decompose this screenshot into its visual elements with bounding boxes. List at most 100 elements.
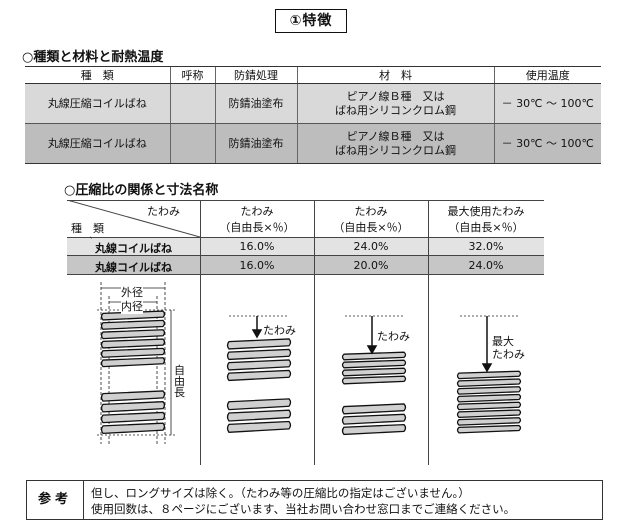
header-treatment: 防錆処理 <box>214 66 297 84</box>
cell-type: 丸線圧縮コイルばね <box>25 123 170 164</box>
table-row: 丸線圧縮コイルばね 防錆油塗布 ピアノ線Ｂ種 又は ばね用シリコンクロム鋼 － … <box>25 83 601 124</box>
coil-turn <box>100 401 166 413</box>
divider <box>67 274 544 275</box>
col-header-1-line2: （自由長×％） <box>219 221 295 234</box>
coil-turn <box>456 409 522 418</box>
col-header-2-line1: たわみ <box>354 205 388 218</box>
coil-turn <box>456 370 522 380</box>
coil-turn <box>456 393 522 403</box>
free-length-label: 自由長 <box>174 364 185 399</box>
section-title-compression: ○圧縮比の関係と寸法名称 <box>64 183 219 198</box>
row-1-value-2: 24.0% <box>353 240 389 253</box>
coil-turn <box>341 375 407 385</box>
compression-row-1-bg <box>67 237 544 255</box>
spring-max-deflection <box>456 370 522 434</box>
coil-turn <box>226 338 292 350</box>
col-header-1-line1: たわみ <box>240 205 274 218</box>
header-name: 呼称 <box>169 66 215 84</box>
header-type: 種 類 <box>25 66 170 84</box>
coil-turn <box>341 413 407 425</box>
coil-turn <box>226 420 292 433</box>
material-line-2: ばね用シリコンクロム鋼 <box>335 143 456 157</box>
coil-turn <box>100 319 166 330</box>
col-header-1: たわみ （自由長×％） <box>200 203 314 235</box>
compression-row-2-bg <box>67 256 544 274</box>
header-temp: 使用温度 <box>493 66 601 84</box>
types-table: 種 類 呼称 防錆処理 材 料 使用温度 丸線圧縮コイルばね 防錆油塗布 ピアノ… <box>25 66 601 164</box>
coil-turn <box>456 417 522 426</box>
coil-turn <box>100 390 166 402</box>
note-line-2: 使用回数は、８ページにございます、当社お問い合わせ窓口までご連絡ください。 <box>91 502 516 516</box>
compression-table: たわみ 種 類 たわみ （自由長×％） たわみ （自由長×％） 最大使用たわみ … <box>67 200 544 465</box>
coil-turn <box>456 386 522 395</box>
row-marker: ` <box>89 237 94 247</box>
coil-turn <box>100 411 166 424</box>
coil-turn <box>341 403 407 415</box>
row-1-value-3: 32.0% <box>468 240 504 253</box>
page-title: ①特徴 <box>275 9 347 33</box>
corner-type-label: 種 類 <box>71 222 104 235</box>
row-2-value-1: 16.0% <box>239 259 275 272</box>
row-1-value-1: 16.0% <box>239 240 275 253</box>
cell-material: ピアノ線Ｂ種 又は ばね用シリコンクロム鋼 <box>296 123 494 164</box>
note-line-1: 但し、ロングサイズは除く。（たわみ等の圧縮比の指定はございません。） <box>91 486 470 500</box>
row-2-value-2: 20.0% <box>353 259 389 272</box>
cell-name <box>169 123 215 164</box>
corner-diagonal <box>67 200 200 237</box>
row-1-label: 丸線コイルばね <box>95 242 172 255</box>
coil-turn <box>341 359 407 369</box>
coil-turn <box>100 310 166 321</box>
cell-temp: － 30℃ ～ 100℃ <box>493 123 601 164</box>
divider <box>314 200 315 465</box>
deflection-label-2: たわみ <box>377 330 410 343</box>
coil-turn <box>100 422 166 435</box>
coil-turn <box>100 357 166 368</box>
spring-deflection-24 <box>341 351 407 436</box>
cell-name <box>169 83 215 124</box>
col-header-3: 最大使用たわみ （自由長×％） <box>428 203 544 235</box>
coil-turn <box>226 348 292 361</box>
outer-diameter-label: 外径 <box>121 284 143 300</box>
note-label: 参考 <box>27 481 84 519</box>
coil-turn <box>226 369 292 382</box>
coil-turn <box>100 329 166 340</box>
spring-diagrams <box>97 282 522 444</box>
divider <box>200 200 201 465</box>
coil-turn <box>456 424 522 434</box>
material-line-2: ばね用シリコンクロム鋼 <box>335 103 456 117</box>
coil-turn <box>456 378 522 387</box>
table-row: 丸線圧縮コイルばね 防錆油塗布 ピアノ線Ｂ種 又は ばね用シリコンクロム鋼 － … <box>25 123 601 164</box>
spring-deflection-16 <box>226 338 292 433</box>
coil-turn <box>100 347 166 358</box>
col-header-2: たわみ （自由長×％） <box>314 203 428 235</box>
col-header-3-line2: （自由長×％） <box>448 221 524 234</box>
corner-deflection-label: たわみ <box>147 205 180 218</box>
note-box: 参考 但し、ロングサイズは除く。（たわみ等の圧縮比の指定はございません。） 使用… <box>26 480 603 520</box>
divider <box>67 200 544 201</box>
deflection-label-1: たわみ <box>263 324 296 337</box>
divider <box>67 255 544 256</box>
coil-turn <box>341 351 407 361</box>
spring-free-length <box>100 310 166 435</box>
coil-turn <box>226 359 292 371</box>
coil-turn <box>341 423 407 436</box>
material-line-1: ピアノ線Ｂ種 又は <box>346 129 445 143</box>
cell-temp: － 30℃ ～ 100℃ <box>493 83 601 124</box>
divider <box>428 200 429 465</box>
material-line-1: ピアノ線Ｂ種 又は <box>346 89 445 103</box>
cell-material: ピアノ線Ｂ種 又は ばね用シリコンクロム鋼 <box>296 83 494 124</box>
coil-turn <box>100 338 166 349</box>
col-header-3-line1: 最大使用たわみ <box>447 205 525 218</box>
row-2-label: 丸線コイルばね <box>95 261 172 274</box>
header-material: 材 料 <box>296 66 494 84</box>
inner-diameter-label: 内径 <box>121 298 143 314</box>
coil-turn <box>341 367 407 377</box>
coil-turn <box>226 409 292 422</box>
coil-turn <box>226 398 292 411</box>
cell-treatment: 防錆油塗布 <box>214 123 297 164</box>
cell-type: 丸線圧縮コイルばね <box>25 83 170 124</box>
max-deflection-label-1: 最大 <box>492 335 514 348</box>
row-2-value-3: 24.0% <box>468 259 504 272</box>
max-deflection-label-2: たわみ <box>492 348 525 361</box>
types-table-header: 種 類 呼称 防錆処理 材 料 使用温度 <box>25 66 601 84</box>
